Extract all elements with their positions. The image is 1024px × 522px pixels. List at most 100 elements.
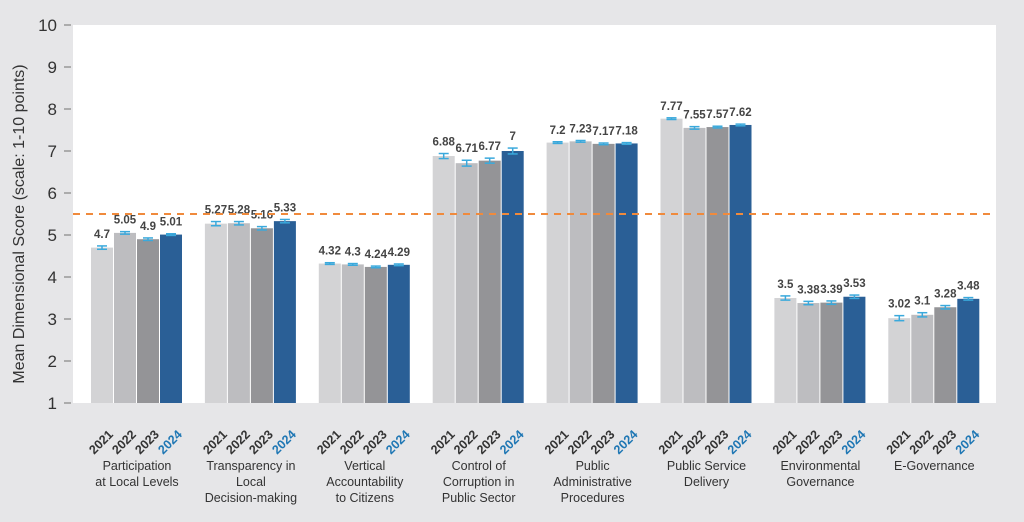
- year-tick-label: 2024: [953, 427, 983, 457]
- category-label: to Citizens: [336, 491, 394, 505]
- value-label: 6.77: [479, 141, 501, 153]
- value-label: 7: [509, 131, 515, 143]
- year-tick-label: 2021: [884, 427, 914, 457]
- category-label: Delivery: [684, 475, 730, 489]
- year-tick-label: 2024: [611, 427, 641, 457]
- year-tick-label: 2022: [451, 427, 481, 457]
- category-label: Administrative: [553, 475, 632, 489]
- category-label: E-Governance: [894, 459, 975, 473]
- bar: [204, 223, 227, 403]
- year-tick-label: 2023: [246, 427, 276, 457]
- bar: [774, 298, 797, 403]
- year-tick-label: 2024: [155, 427, 185, 457]
- value-label: 4.29: [388, 247, 410, 259]
- bar: [137, 239, 159, 403]
- year-tick-label: 2021: [542, 427, 572, 457]
- value-label: 3.28: [934, 289, 957, 301]
- year-tick-label: 2022: [337, 427, 367, 457]
- year-tick-label: 2024: [383, 427, 413, 457]
- bar: [797, 303, 820, 403]
- bar: [114, 232, 136, 403]
- y-tick-label: 7: [48, 142, 57, 161]
- bar: [387, 264, 410, 403]
- bar: [250, 228, 273, 403]
- year-tick-label: 2021: [86, 427, 116, 457]
- category-label: Accountability: [326, 475, 404, 489]
- value-label: 5.01: [160, 217, 183, 229]
- value-label: 7.23: [569, 124, 591, 136]
- y-tick-label: 10: [38, 16, 57, 35]
- y-tick-label: 6: [48, 184, 57, 203]
- bar: [501, 151, 524, 403]
- category-label: Environmental: [780, 459, 860, 473]
- value-label: 7.17: [592, 126, 614, 138]
- category-label: Procedures: [561, 491, 625, 505]
- y-tick-label: 8: [48, 100, 57, 119]
- year-tick-label: 2023: [360, 427, 390, 457]
- year-tick-label: 2021: [428, 427, 458, 457]
- year-tick-label: 2022: [223, 427, 253, 457]
- category-label: Decision-making: [205, 491, 297, 505]
- value-label: 7.2: [550, 125, 566, 137]
- category-label: Local: [236, 475, 266, 489]
- bar: [729, 124, 752, 404]
- value-label: 6.71: [456, 143, 479, 155]
- value-label: 4.3: [345, 247, 361, 259]
- year-tick-label: 2024: [497, 427, 527, 457]
- value-label: 7.62: [729, 107, 751, 119]
- year-tick-label: 2023: [132, 427, 162, 457]
- year-tick-label: 2023: [816, 427, 846, 457]
- value-label: 6.88: [433, 137, 456, 149]
- value-label: 4.32: [319, 246, 341, 258]
- year-tick-label: 2024: [839, 427, 869, 457]
- bar: [934, 307, 957, 403]
- y-axis-title: Mean Dimensional Score (scale: 1-10 poin…: [11, 64, 28, 383]
- year-tick-label: 2023: [930, 427, 960, 457]
- bar: [273, 221, 296, 403]
- value-label: 4.9: [140, 221, 156, 233]
- category-label: Participation: [103, 459, 172, 473]
- category-label: Public Service: [667, 459, 746, 473]
- category-label: Vertical: [344, 459, 385, 473]
- year-tick-label: 2022: [907, 427, 937, 457]
- value-label: 5.16: [251, 210, 273, 222]
- value-label: 7.57: [706, 109, 728, 121]
- value-label: 3.53: [843, 278, 865, 290]
- bar: [227, 223, 250, 403]
- year-tick-label: 2024: [269, 427, 299, 457]
- y-tick-label: 9: [48, 58, 57, 77]
- bar: [592, 143, 615, 404]
- year-tick-label: 2023: [702, 427, 732, 457]
- bar: [569, 141, 592, 403]
- bar: [455, 163, 478, 403]
- value-label: 3.02: [888, 299, 910, 311]
- value-label: 3.38: [797, 284, 820, 296]
- value-label: 5.33: [274, 202, 296, 214]
- category-label: Governance: [786, 475, 854, 489]
- category-label: Public: [576, 459, 610, 473]
- year-tick-label: 2021: [314, 427, 344, 457]
- value-label: 4.7: [94, 229, 110, 241]
- bar: [660, 118, 683, 403]
- bar: [615, 143, 638, 403]
- year-tick-label: 2024: [725, 427, 755, 457]
- value-label: 7.18: [615, 126, 638, 138]
- y-tick-label: 3: [48, 310, 57, 329]
- year-tick-label: 2022: [109, 427, 139, 457]
- bar: [160, 234, 182, 403]
- year-tick-label: 2023: [474, 427, 504, 457]
- bar: [318, 263, 341, 403]
- bar: [911, 314, 934, 403]
- category-label: Control of: [452, 459, 507, 473]
- bar: [843, 296, 866, 403]
- value-label: 4.24: [365, 249, 388, 261]
- bar: [957, 298, 980, 403]
- category-label: at Local Levels: [95, 475, 178, 489]
- bar: [706, 127, 729, 403]
- year-tick-label: 2021: [770, 427, 800, 457]
- bar: [341, 264, 364, 403]
- year-tick-label: 2022: [793, 427, 823, 457]
- year-tick-label: 2022: [565, 427, 595, 457]
- bar: [546, 142, 569, 403]
